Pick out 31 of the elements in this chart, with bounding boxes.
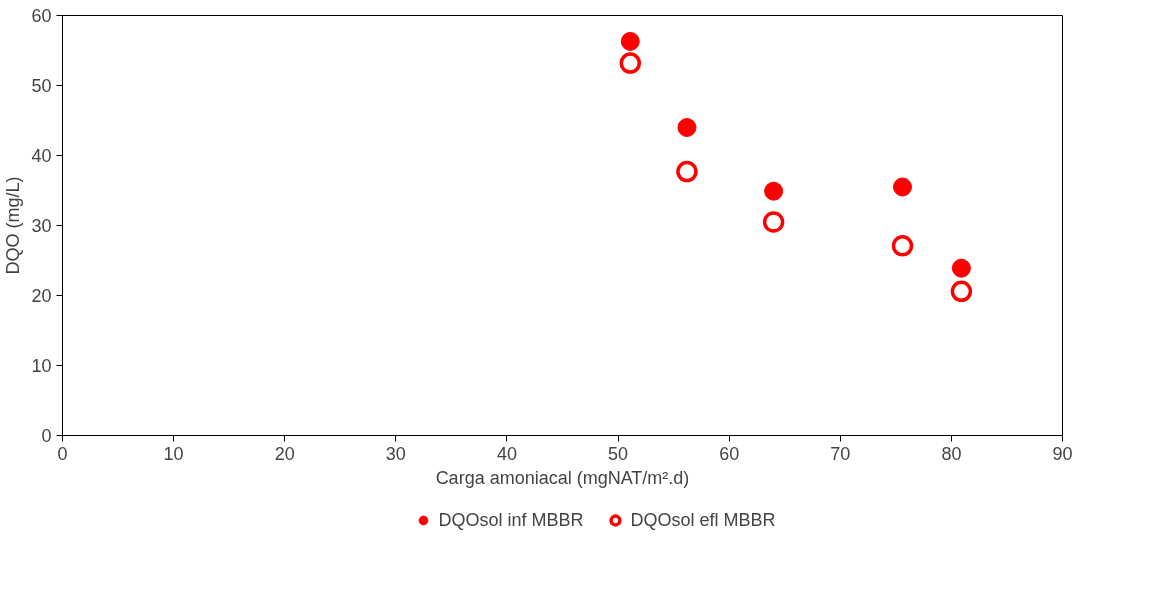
y-tick-label: 60 (31, 6, 52, 26)
point (951, 258, 971, 278)
point (762, 211, 785, 233)
legend-label: DQOsol efl MBBR (630, 509, 776, 531)
y-tick-label: 40 (31, 146, 52, 166)
point (620, 31, 640, 51)
y-tick-label: 0 (41, 426, 52, 446)
y-axis-title: DQO (mg/L) (3, 176, 24, 275)
point (891, 235, 914, 257)
point (619, 52, 642, 74)
x-tick-label: 80 (941, 443, 962, 464)
legend-label: DQOsol inf MBBR (438, 509, 584, 531)
x-tick-label: 60 (719, 443, 740, 464)
point (676, 160, 698, 183)
x-axis-title: Carga amoniacal (mgNAT/m².d) (435, 467, 690, 488)
point (764, 181, 784, 201)
x-tick-label: 70 (830, 443, 851, 464)
x-tick-label: 40 (496, 443, 517, 464)
y-tick-label: 30 (31, 216, 52, 236)
x-tick-label: 30 (385, 443, 406, 464)
x-tick-label: 10 (163, 443, 184, 464)
point (893, 177, 912, 197)
y-tick-label: 20 (31, 286, 52, 306)
x-tick-label: 20 (274, 443, 295, 464)
point (950, 280, 973, 303)
x-tick-label: 90 (1052, 443, 1073, 464)
x-tick-label: 0 (57, 443, 68, 464)
y-tick-label: 50 (31, 76, 52, 96)
point (677, 118, 697, 137)
x-tick-label: 50 (608, 443, 629, 464)
y-tick-label: 10 (31, 356, 52, 376)
